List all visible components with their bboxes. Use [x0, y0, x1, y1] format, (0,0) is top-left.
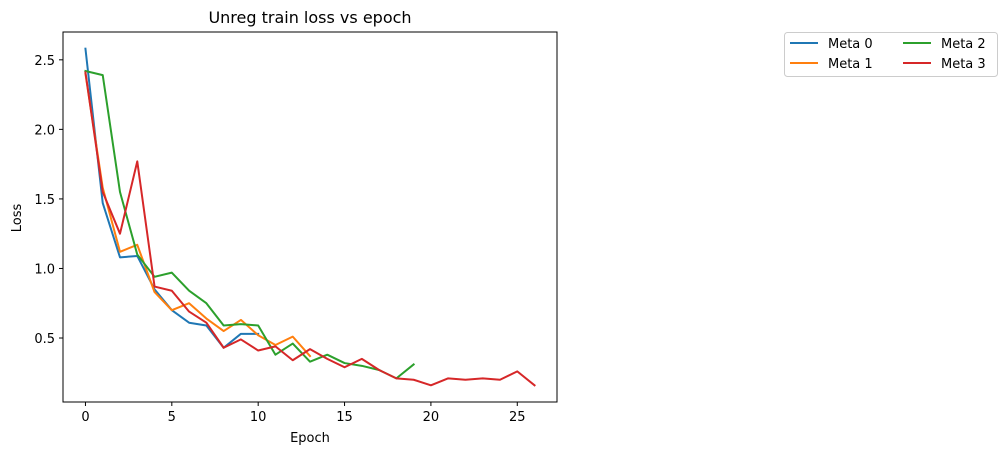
series-line-meta-3: [84, 71, 536, 387]
axes-frame: [62, 31, 558, 403]
chart-title: Unreg train loss vs epoch: [208, 8, 411, 27]
legend: Meta 0 Meta 1 Meta 2 Meta 3: [784, 32, 998, 77]
legend-frame: [784, 32, 998, 77]
y-tick-label: 1.5: [34, 193, 55, 208]
legend-label-meta-2: Meta 2: [941, 37, 986, 52]
x-axis-label: Epoch: [290, 431, 330, 446]
x-tick-label: 25: [509, 410, 526, 425]
legend-label-meta-3: Meta 3: [941, 57, 986, 72]
legend-label-meta-0: Meta 0: [828, 37, 873, 52]
x-tick-label: 0: [81, 410, 89, 425]
x-tick-label: 20: [423, 410, 440, 425]
y-axis-label: Loss: [10, 204, 25, 233]
y-tick-label: 2.0: [34, 123, 55, 138]
x-tick-label: 15: [336, 410, 353, 425]
legend-label-meta-1: Meta 1: [828, 57, 873, 72]
plot-area: 0 5 10 15 20 25 0.5 1.0 1.5 2.0 2.5: [34, 31, 558, 425]
y-tick-label: 0.5: [34, 332, 55, 347]
x-tick-label: 10: [250, 410, 267, 425]
x-tick-label: 5: [168, 410, 176, 425]
y-tick-label: 1.0: [34, 262, 55, 277]
series-line-meta-2: [84, 69, 416, 380]
series-line-meta-0: [84, 47, 260, 349]
series-line-meta-1: [84, 72, 312, 358]
y-tick-label: 2.5: [34, 54, 55, 69]
